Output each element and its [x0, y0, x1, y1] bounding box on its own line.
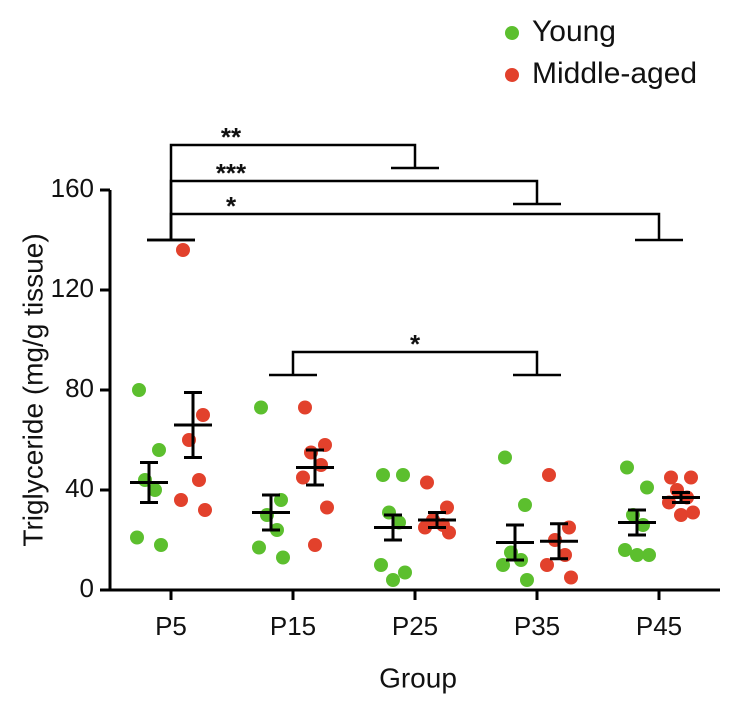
data-point: [130, 530, 144, 545]
y-tick-label: 80: [65, 373, 94, 403]
x-tick-label: P25: [392, 611, 438, 641]
data-point: [686, 505, 700, 520]
y-tick-label: 120: [51, 273, 94, 303]
x-tick-label: P5: [155, 611, 187, 641]
data-point: [254, 400, 268, 415]
y-axis-title: Triglyceride (mg/g tissue): [17, 233, 48, 546]
x-tick-label: P35: [514, 611, 560, 641]
data-point: [198, 503, 212, 517]
data-point: [320, 500, 334, 515]
x-axis-title: Group: [379, 662, 457, 693]
data-point: [298, 400, 312, 415]
data-point: [396, 468, 410, 482]
y-tick-label: 0: [80, 573, 94, 603]
legend-label: Young: [532, 15, 616, 48]
data-point: [664, 470, 678, 485]
data-point: [148, 483, 162, 497]
data-point: [196, 408, 210, 422]
legend-label: Middle-aged: [532, 57, 697, 90]
legend-marker: [505, 68, 519, 82]
data-point: [564, 570, 578, 585]
y-tick-label: 40: [65, 473, 94, 503]
significance-label: *: [410, 329, 421, 359]
x-tick-label: P45: [636, 611, 682, 641]
data-point: [386, 573, 400, 587]
legend-marker: [505, 26, 519, 40]
significance-label: **: [221, 122, 242, 152]
data-point: [640, 480, 654, 495]
data-point: [618, 543, 632, 557]
data-point: [374, 558, 388, 572]
data-point: [276, 550, 290, 565]
y-tick-label: 160: [51, 173, 94, 203]
data-point: [620, 460, 634, 475]
data-point: [192, 473, 206, 487]
data-point: [132, 383, 146, 397]
data-point: [520, 573, 534, 587]
x-tick-label: P15: [270, 611, 316, 641]
significance-bracket: [169, 143, 417, 240]
data-point: [684, 470, 698, 485]
significance-bracket: [169, 212, 661, 240]
data-point: [376, 468, 390, 482]
data-point: [674, 508, 688, 522]
data-point: [176, 243, 190, 257]
data-point: [630, 548, 644, 562]
data-point: [418, 520, 432, 535]
significance-bracket: [169, 179, 539, 240]
data-point: [154, 538, 168, 552]
significance-bracket: [291, 350, 539, 375]
data-point: [498, 450, 512, 465]
data-point: [252, 540, 266, 555]
data-point: [308, 538, 322, 552]
significance-label: ***: [216, 158, 247, 188]
data-point: [642, 548, 656, 562]
significance-label: *: [226, 191, 237, 221]
data-point: [174, 493, 188, 507]
data-point: [296, 470, 310, 485]
data-point: [398, 565, 412, 580]
data-point: [542, 468, 556, 482]
data-point: [540, 558, 554, 572]
data-point: [152, 443, 166, 457]
data-point: [518, 498, 532, 512]
data-point: [420, 475, 434, 490]
